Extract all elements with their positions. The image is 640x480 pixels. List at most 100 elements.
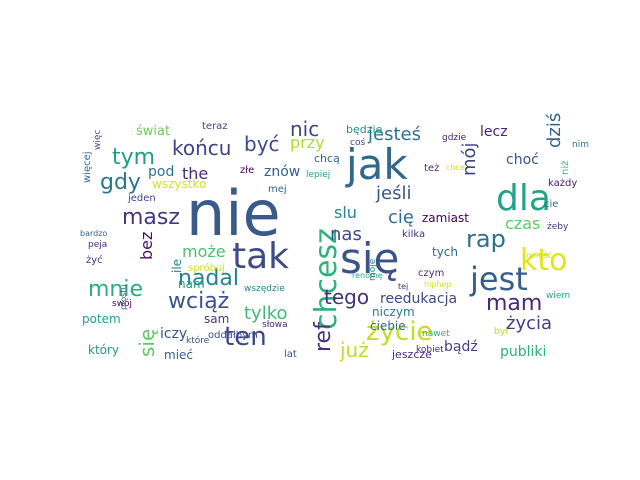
cloud-word: każdy (548, 178, 577, 189)
cloud-word: the (182, 164, 208, 183)
cloud-word: będzie (346, 123, 383, 136)
cloud-word: nic (290, 117, 319, 141)
cloud-word: znów (264, 164, 300, 180)
cloud-word: choć (506, 152, 539, 168)
cloud-word: wszędzie (244, 284, 285, 294)
cloud-word: tak (232, 236, 289, 277)
cloud-word: przy (290, 133, 325, 152)
cloud-word: nie (186, 177, 281, 250)
cloud-word: chcesz (309, 228, 344, 330)
cloud-word: żyć (86, 254, 103, 266)
cloud-word: jak (345, 140, 408, 189)
cloud-word: zamiast (422, 211, 469, 225)
cloud-word: slu (334, 203, 357, 222)
cloud-word: lecz (480, 124, 508, 140)
cloud-word: też (424, 163, 439, 174)
cloud-word: złe (240, 165, 254, 176)
cloud-word: dla (496, 178, 551, 219)
cloud-word: mój (459, 142, 480, 176)
cloud-word: renomę (352, 271, 383, 280)
cloud-word: nam (178, 277, 205, 291)
cloud-word: pod (148, 164, 174, 180)
cloud-word: czas (505, 214, 540, 233)
cloud-word: jesteś (367, 124, 421, 145)
cloud-word: tego (324, 285, 369, 309)
cloud-word: mnie (88, 277, 143, 302)
cloud-word: tej (398, 282, 408, 291)
cloud-word: teraz (202, 121, 228, 132)
cloud-word: rap (466, 225, 506, 253)
cloud-word: peja (88, 240, 107, 250)
cloud-word: być (244, 132, 280, 156)
cloud-word: się (340, 234, 399, 283)
cloud-word: chce (446, 163, 465, 172)
cloud-word: jest (469, 260, 528, 298)
cloud-word: nim (572, 140, 589, 150)
cloud-word: lat (284, 349, 297, 360)
cloud-word: więcej (82, 151, 93, 183)
cloud-word: iczy (160, 326, 187, 342)
cloud-word: które (186, 335, 210, 346)
cloud-word: jeden (127, 193, 156, 204)
cloud-word: może (182, 242, 226, 261)
cloud-word: masz (122, 205, 180, 230)
cloud-word: jeśli (375, 183, 411, 204)
cloud-word: tym (112, 145, 155, 170)
cloud-word: moje (368, 258, 378, 281)
cloud-word: miłość (526, 250, 552, 260)
cloud-word: mam (486, 291, 542, 316)
cloud-word: hiphop (424, 280, 451, 289)
cloud-word: nawet (422, 329, 450, 339)
cloud-word: lepiej (306, 170, 330, 180)
cloud-word: kilka (402, 229, 425, 240)
cloud-word: niż (560, 161, 571, 175)
cloud-word: który (88, 343, 119, 357)
cloud-word: więc (93, 130, 103, 150)
cloud-word: się (135, 329, 159, 357)
cloud-word: prostu (119, 285, 128, 310)
cloud-word: reedukacja (380, 291, 457, 307)
cloud-word: nadal (178, 266, 239, 291)
cloud-word: ile (170, 259, 184, 273)
cloud-word: wciąż (168, 289, 229, 314)
cloud-word: końcu (172, 136, 231, 160)
cloud-word: oddałbym (208, 330, 258, 341)
cloud-word: wiem (546, 291, 570, 301)
cloud-word: coś (350, 137, 365, 148)
cloud-word: jeszcze (391, 348, 432, 361)
cloud-word: chcą (314, 152, 340, 165)
cloud-word: słowa (262, 320, 288, 330)
cloud-word: życie (366, 317, 433, 347)
cloud-word: swój (112, 298, 132, 309)
cloud-word: mieć (164, 348, 193, 362)
cloud-word: mej (268, 184, 287, 195)
cloud-word: publiki (500, 344, 546, 360)
cloud-word: cie (544, 199, 558, 210)
cloud-word: ref (311, 321, 336, 352)
cloud-word: bez (137, 232, 156, 260)
cloud-word: kobiet (416, 345, 444, 355)
cloud-word: gdzie (442, 133, 467, 143)
cloud-word: bądź (444, 339, 478, 355)
cloud-word: żeby (547, 222, 569, 232)
cloud-word: był (494, 327, 508, 337)
cloud-word: dziś (544, 113, 565, 148)
cloud-word: tylko (244, 303, 288, 324)
cloud-word: spróbuj (188, 262, 225, 274)
cloud-word: ten (224, 322, 267, 352)
cloud-word: bardzo (80, 229, 107, 238)
cloud-word: życia (506, 313, 552, 334)
cloud-word: ciebie (370, 319, 406, 333)
cloud-word: potem (82, 312, 121, 326)
cloud-word: tych (432, 245, 458, 259)
cloud-word: cię (388, 207, 414, 228)
cloud-word: niczym (372, 305, 415, 319)
cloud-word: kto (520, 243, 568, 278)
cloud-word: wszystko (152, 177, 206, 191)
cloud-word: nas (330, 224, 362, 245)
cloud-word: czym (418, 268, 444, 279)
cloud-word: sam (204, 312, 229, 326)
cloud-word: gdy (100, 170, 141, 195)
cloud-word: już (339, 338, 369, 362)
